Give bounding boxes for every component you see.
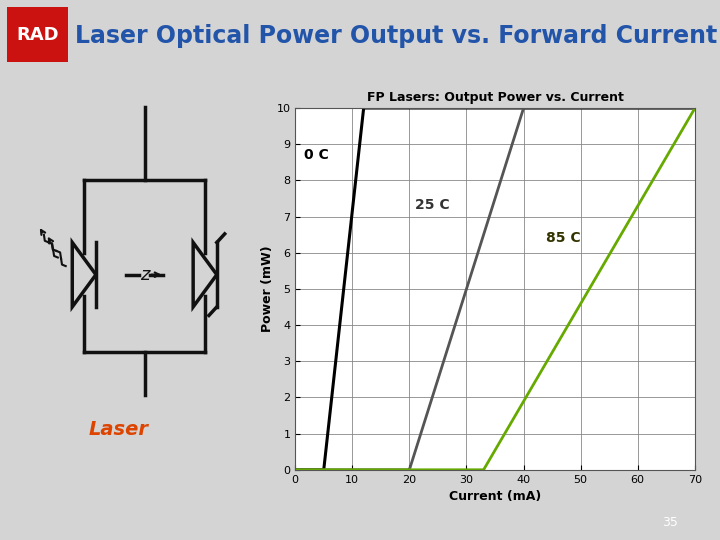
Polygon shape	[193, 242, 217, 307]
Bar	[7, 7, 68, 62]
Y-axis label: Power (mW): Power (mW)	[261, 246, 274, 332]
Text: 35: 35	[662, 516, 678, 529]
Text: 0 C: 0 C	[304, 147, 328, 161]
Text: Laser: Laser	[89, 420, 148, 438]
Title: FP Lasers: Output Power vs. Current: FP Lasers: Output Power vs. Current	[366, 91, 624, 104]
Text: z: z	[140, 266, 149, 284]
Polygon shape	[72, 242, 96, 307]
X-axis label: Current (mA): Current (mA)	[449, 490, 541, 503]
Text: Laser Optical Power Output vs. Forward Current: Laser Optical Power Output vs. Forward C…	[75, 24, 717, 49]
Text: RAD: RAD	[17, 25, 59, 44]
Text: 85 C: 85 C	[546, 231, 581, 245]
Text: 25 C: 25 C	[415, 198, 450, 212]
